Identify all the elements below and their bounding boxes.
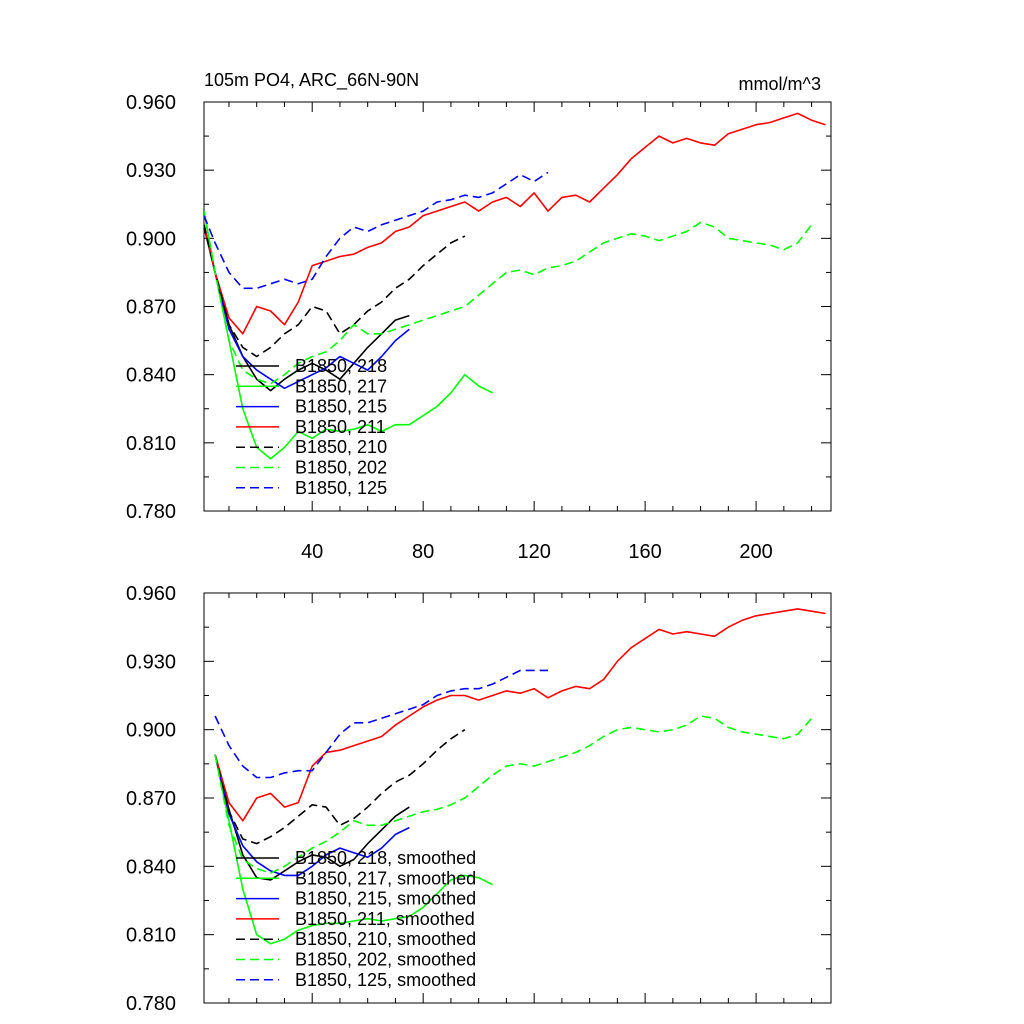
- y-tick-label: 0.780: [126, 501, 176, 523]
- series-line-3: [214, 754, 410, 877]
- series-line-6: [214, 715, 813, 875]
- y-tick-label: 0.870: [126, 788, 176, 810]
- series-line-7: [204, 171, 549, 290]
- legend-label-6: B1850, 202: [295, 458, 387, 478]
- legend-label-7: B1850, 125, smoothed: [295, 970, 476, 990]
- series-line-2: [214, 754, 493, 945]
- y-tick-label: 0.960: [126, 583, 176, 605]
- chart-panel-2: 0.780 0.810 0.840 0.870 0.900 0.930 0.960 B1850…: [126, 583, 832, 1015]
- legend-label-1: B1850, 218: [295, 356, 387, 376]
- series-line-3: [204, 224, 410, 390]
- legend-label-3: B1850, 215: [295, 397, 387, 417]
- x-tick-label: 200: [739, 541, 772, 563]
- legend-label-7: B1850, 125: [295, 478, 387, 498]
- y-tick-label: 0.900: [126, 720, 176, 742]
- chart-title: 105m PO4, ARC_66N-90N: [204, 70, 419, 91]
- series-line-4: [204, 112, 826, 335]
- y-tick-label: 0.900: [126, 228, 176, 250]
- chart-panel-1: 0.780 0.810 0.840 0.870 0.900 0.930 0.960 40 80 1…: [126, 70, 832, 563]
- y-tick-label: 0.810: [126, 433, 176, 455]
- y-tick-label: 0.930: [126, 160, 176, 182]
- legend-label-3: B1850, 215, smoothed: [295, 889, 476, 909]
- y-tick-label: 0.810: [126, 925, 176, 947]
- series-line-6: [204, 210, 813, 385]
- legend-label-4: B1850, 211, smoothed: [295, 909, 475, 929]
- y-tick-label: 0.870: [126, 297, 176, 319]
- x-tick-label: 160: [628, 541, 661, 563]
- y-tick-label: 0.840: [126, 365, 176, 387]
- series-line-7: [214, 669, 548, 779]
- series-line-2: [204, 210, 493, 460]
- x-tick-label: 80: [412, 541, 434, 563]
- y-tick-label: 0.840: [126, 856, 176, 878]
- x-tick-label: 40: [301, 541, 323, 563]
- y-tick-label: 0.930: [126, 651, 176, 673]
- legend-label-6: B1850, 202, smoothed: [295, 950, 476, 970]
- series-line-5: [204, 224, 466, 358]
- x-tick-label: 120: [517, 541, 550, 563]
- series-group: [214, 608, 826, 945]
- y-tick-label: 0.960: [126, 92, 176, 114]
- series-line-5: [214, 729, 466, 845]
- series-line-4: [214, 608, 826, 822]
- series-group: [204, 112, 826, 460]
- y-tick-label: 0.780: [126, 993, 176, 1015]
- series-line-1: [204, 226, 410, 392]
- chart-units: mmol/m^3: [739, 74, 821, 94]
- legend-label-2: B1850, 217, smoothed: [295, 868, 476, 888]
- legend-label-5: B1850, 210, smoothed: [295, 929, 476, 949]
- legend-label-4: B1850, 211: [295, 417, 386, 437]
- legend-label-5: B1850, 210: [295, 437, 387, 457]
- legend-label-2: B1850, 217: [295, 376, 387, 396]
- legend-label-1: B1850, 218, smoothed: [295, 848, 476, 868]
